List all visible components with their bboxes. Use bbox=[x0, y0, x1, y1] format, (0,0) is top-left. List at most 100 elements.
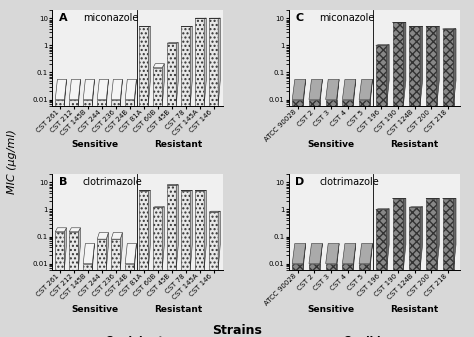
Polygon shape bbox=[342, 264, 353, 270]
Polygon shape bbox=[111, 80, 122, 99]
Polygon shape bbox=[392, 23, 403, 105]
Polygon shape bbox=[359, 99, 370, 105]
Polygon shape bbox=[209, 18, 218, 105]
Polygon shape bbox=[125, 80, 137, 99]
Text: Sensitive: Sensitive bbox=[71, 141, 118, 150]
Polygon shape bbox=[376, 45, 387, 105]
Polygon shape bbox=[139, 26, 148, 105]
Text: Resistant: Resistant bbox=[391, 305, 439, 313]
Polygon shape bbox=[111, 99, 120, 105]
Polygon shape bbox=[437, 198, 439, 270]
Polygon shape bbox=[69, 228, 81, 232]
Polygon shape bbox=[420, 26, 423, 105]
Polygon shape bbox=[176, 42, 178, 105]
Polygon shape bbox=[69, 99, 78, 105]
Polygon shape bbox=[120, 80, 122, 105]
Text: miconazole: miconazole bbox=[319, 13, 375, 23]
Polygon shape bbox=[64, 80, 66, 105]
Polygon shape bbox=[353, 244, 356, 270]
Polygon shape bbox=[69, 80, 81, 99]
Polygon shape bbox=[195, 18, 204, 105]
Polygon shape bbox=[218, 18, 220, 105]
Polygon shape bbox=[55, 80, 66, 99]
Polygon shape bbox=[204, 18, 206, 105]
Text: C. albicans: C. albicans bbox=[343, 336, 406, 337]
Polygon shape bbox=[97, 239, 106, 270]
Polygon shape bbox=[148, 190, 150, 270]
Text: Resistant: Resistant bbox=[155, 141, 203, 150]
Polygon shape bbox=[78, 80, 81, 105]
Polygon shape bbox=[153, 207, 162, 270]
Polygon shape bbox=[111, 239, 120, 270]
Polygon shape bbox=[376, 209, 387, 270]
Polygon shape bbox=[326, 80, 339, 99]
Polygon shape bbox=[190, 190, 192, 270]
Polygon shape bbox=[134, 244, 137, 270]
Text: B: B bbox=[59, 177, 67, 187]
Polygon shape bbox=[443, 29, 454, 105]
Polygon shape bbox=[181, 190, 190, 270]
Polygon shape bbox=[69, 232, 78, 270]
Text: clotrimazole: clotrimazole bbox=[83, 177, 143, 187]
Polygon shape bbox=[120, 233, 122, 270]
Polygon shape bbox=[162, 64, 164, 105]
Text: Resistant: Resistant bbox=[391, 141, 439, 150]
Polygon shape bbox=[403, 22, 406, 105]
Polygon shape bbox=[359, 80, 373, 99]
Polygon shape bbox=[359, 244, 373, 264]
Polygon shape bbox=[309, 264, 320, 270]
Polygon shape bbox=[97, 233, 109, 239]
Polygon shape bbox=[292, 99, 303, 105]
Polygon shape bbox=[320, 80, 322, 105]
Polygon shape bbox=[326, 99, 337, 105]
Polygon shape bbox=[370, 244, 373, 270]
Polygon shape bbox=[125, 264, 134, 270]
Polygon shape bbox=[420, 207, 423, 270]
Polygon shape bbox=[209, 211, 220, 212]
Polygon shape bbox=[292, 244, 306, 264]
Polygon shape bbox=[83, 99, 92, 105]
Polygon shape bbox=[111, 233, 122, 239]
Polygon shape bbox=[167, 185, 176, 270]
Polygon shape bbox=[342, 99, 353, 105]
Polygon shape bbox=[83, 244, 94, 264]
Polygon shape bbox=[309, 80, 322, 99]
Polygon shape bbox=[218, 211, 220, 270]
Polygon shape bbox=[409, 207, 420, 270]
Polygon shape bbox=[403, 198, 406, 270]
Polygon shape bbox=[387, 45, 389, 105]
Polygon shape bbox=[195, 190, 204, 270]
Polygon shape bbox=[92, 80, 94, 105]
Polygon shape bbox=[359, 264, 370, 270]
Polygon shape bbox=[342, 244, 356, 264]
Polygon shape bbox=[303, 244, 306, 270]
Polygon shape bbox=[55, 228, 66, 232]
Polygon shape bbox=[370, 80, 373, 105]
Polygon shape bbox=[204, 190, 206, 270]
Polygon shape bbox=[426, 26, 437, 105]
Polygon shape bbox=[320, 244, 322, 270]
Text: D: D bbox=[295, 177, 305, 187]
Polygon shape bbox=[387, 209, 389, 270]
Polygon shape bbox=[97, 80, 109, 99]
Polygon shape bbox=[55, 99, 64, 105]
Text: C: C bbox=[295, 13, 303, 23]
Polygon shape bbox=[209, 212, 218, 270]
Polygon shape bbox=[106, 80, 109, 105]
Text: MIC (µg/ml): MIC (µg/ml) bbox=[7, 129, 17, 194]
Polygon shape bbox=[153, 64, 164, 68]
Polygon shape bbox=[106, 233, 109, 270]
Polygon shape bbox=[342, 80, 356, 99]
Polygon shape bbox=[97, 99, 106, 105]
Polygon shape bbox=[337, 80, 339, 105]
Polygon shape bbox=[64, 228, 66, 270]
Text: Resistant: Resistant bbox=[155, 305, 203, 313]
Polygon shape bbox=[437, 26, 439, 105]
Polygon shape bbox=[309, 99, 320, 105]
Polygon shape bbox=[167, 42, 178, 43]
Polygon shape bbox=[326, 264, 337, 270]
Polygon shape bbox=[153, 68, 162, 105]
Polygon shape bbox=[55, 232, 64, 270]
Polygon shape bbox=[190, 26, 192, 105]
Polygon shape bbox=[326, 244, 339, 264]
